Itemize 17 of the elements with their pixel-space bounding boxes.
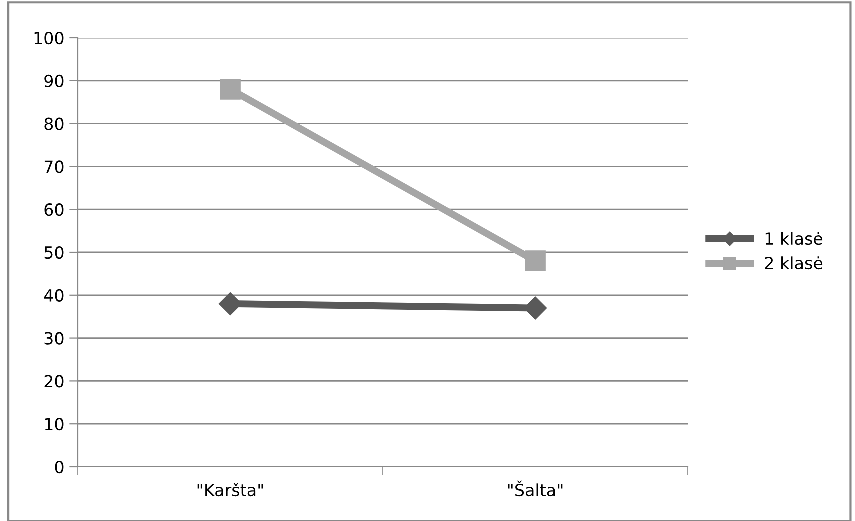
y-tick-label: 70 xyxy=(44,160,64,174)
y-tick-label: 0 xyxy=(55,460,64,474)
y-tick-label: 20 xyxy=(44,375,64,388)
y-tick-label: 40 xyxy=(44,289,64,302)
y-tick-label: 10 xyxy=(45,418,64,431)
x-tick-label: "Karšta" xyxy=(198,483,264,497)
y-tick-label: 50 xyxy=(44,246,64,260)
y-tick-label: 60 xyxy=(44,204,64,216)
legend-label: 1 klasė xyxy=(766,232,823,246)
y-tick-label: 100 xyxy=(34,32,64,45)
y-tick-label: 80 xyxy=(44,118,64,130)
point xyxy=(525,250,546,272)
y-tick-label: 30 xyxy=(44,332,64,345)
legend-label: 2 klasė xyxy=(765,256,823,270)
y-tick-label: 90 xyxy=(44,74,64,88)
point xyxy=(220,79,241,100)
x-tick-label: "Šalta" xyxy=(508,480,563,497)
